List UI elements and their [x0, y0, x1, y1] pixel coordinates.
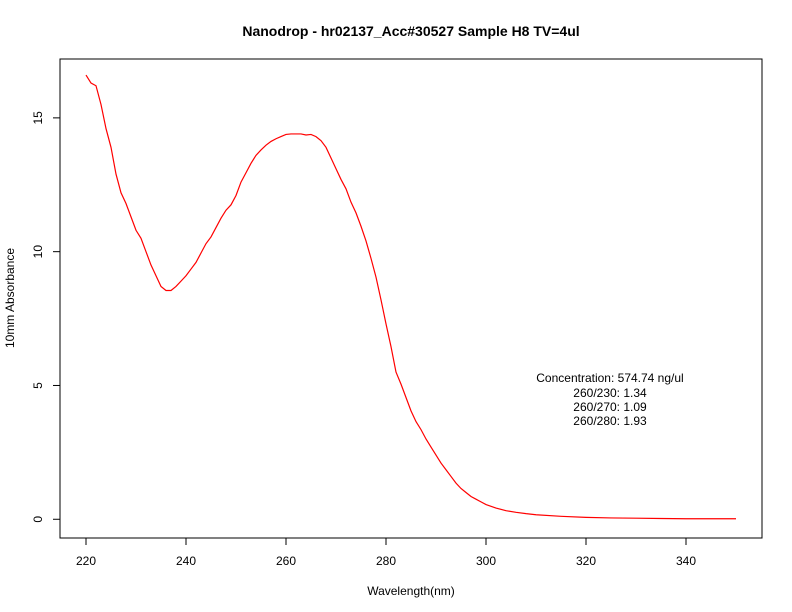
x-tick-label: 300	[476, 554, 496, 568]
y-axis: 0 5 10 15	[31, 111, 60, 523]
x-tick-label: 260	[276, 554, 296, 568]
y-tick-label: 0	[31, 516, 45, 523]
x-axis-label: Wavelength(nm)	[367, 584, 455, 598]
annotation-ratio-260-280: 260/280: 1.93	[573, 414, 647, 428]
y-tick-label: 5	[31, 382, 45, 389]
x-axis: 220 240 260 280 300 320 340	[76, 538, 696, 568]
y-tick-label: 10	[31, 245, 45, 259]
x-tick-label: 240	[176, 554, 196, 568]
y-tick-label: 15	[31, 111, 45, 125]
annotation-ratio-260-230: 260/230: 1.34	[573, 386, 647, 400]
x-tick-label: 220	[76, 554, 96, 568]
annotation-ratio-260-270: 260/270: 1.09	[573, 400, 647, 414]
x-tick-label: 280	[376, 554, 396, 568]
y-axis-label: 10mm Absorbance	[3, 248, 17, 348]
annotation-concentration: Concentration: 574.74 ng/ul	[536, 371, 683, 385]
absorbance-line	[85, 74, 736, 520]
x-tick-label: 320	[576, 554, 596, 568]
chart-title: Nanodrop - hr02137_Acc#30527 Sample H8 T…	[242, 23, 579, 39]
x-tick-label: 340	[676, 554, 696, 568]
plot-frame	[59, 58, 763, 539]
